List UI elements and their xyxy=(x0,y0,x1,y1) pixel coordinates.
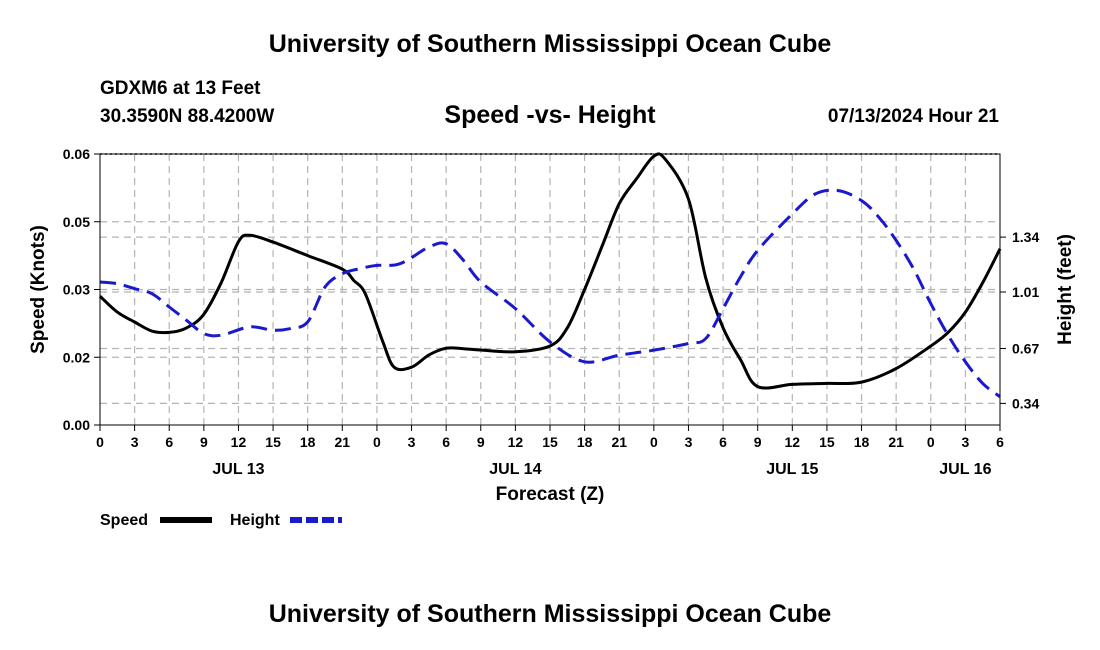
legend-speed-label: Speed xyxy=(100,512,148,529)
x-tick-label: 15 xyxy=(265,434,281,450)
forecast-datetime: 07/13/2024 Hour 21 xyxy=(827,106,999,127)
x-tick-label: 0 xyxy=(650,434,658,450)
x-date-label: JUL 14 xyxy=(489,461,541,478)
y2-tick-label: 0.34 xyxy=(1012,395,1039,411)
legend: Speed Height xyxy=(100,512,342,529)
y-tick-label: 0.05 xyxy=(63,214,90,230)
x-tick-label: 18 xyxy=(300,434,316,450)
chart-title: Speed -vs- Height xyxy=(444,101,656,129)
x-tick-label: 6 xyxy=(996,434,1004,450)
x-tick-label: 18 xyxy=(577,434,593,450)
x-date-label: JUL 13 xyxy=(212,461,264,478)
x-tick-label: 3 xyxy=(408,434,416,450)
y-tick-label: 0.00 xyxy=(63,417,90,433)
speed-series-line xyxy=(98,152,1002,390)
x-tick-label: 21 xyxy=(611,434,627,450)
x-tick-label: 21 xyxy=(888,434,904,450)
series-layer xyxy=(98,152,1002,398)
x-tick-label: 0 xyxy=(927,434,935,450)
x-tick-label: 12 xyxy=(508,434,524,450)
station-label: GDXM6 at 13 Feet xyxy=(100,78,261,99)
footer-title: University of Southern Mississippi Ocean… xyxy=(268,600,832,628)
x-tick-label: 15 xyxy=(819,434,835,450)
y2-tick-label: 1.01 xyxy=(1012,284,1039,300)
x-tick-label: 0 xyxy=(373,434,381,450)
x-tick-label: 6 xyxy=(165,434,173,450)
height-series-line xyxy=(99,188,1001,398)
x-tick-label: 6 xyxy=(442,434,450,450)
x-tick-label: 6 xyxy=(719,434,727,450)
y-tick-label: 0.02 xyxy=(63,349,90,365)
y-axis-title: Speed (Knots) xyxy=(28,225,49,354)
y-tick-label: 0.06 xyxy=(63,146,90,162)
main-title: University of Southern Mississippi Ocean… xyxy=(268,30,832,58)
x-tick-label: 12 xyxy=(785,434,801,450)
y-tick-label: 0.03 xyxy=(63,282,90,298)
x-tick-label: 0 xyxy=(96,434,104,450)
axes: 0 3 6 9 12 15 18 21 0 3 6 9 12 15 18 21 0 3 6 9 12 15 18 21 0 3 6J… xyxy=(63,146,1040,478)
x-tick-label: 3 xyxy=(131,434,139,450)
speed-height-chart: 0 3 6 9 12 15 18 21 0 3 6 9 12 15 18 21 0 3 6 9 12 15 18 21 0 3 6J… xyxy=(28,146,1076,529)
x-tick-label: 9 xyxy=(754,434,762,450)
x-tick-label: 18 xyxy=(854,434,870,450)
x-tick-label: 3 xyxy=(685,434,693,450)
x-tick-label: 21 xyxy=(335,434,351,450)
x-tick-label: 15 xyxy=(542,434,558,450)
x-date-label: JUL 15 xyxy=(766,461,818,478)
x-tick-label: 9 xyxy=(200,434,208,450)
legend-height-label: Height xyxy=(230,512,280,529)
y2-tick-label: 1.34 xyxy=(1012,229,1039,245)
x-date-label: JUL 16 xyxy=(939,461,991,478)
y2-axis-title: Height (feet) xyxy=(1055,234,1076,345)
grid xyxy=(100,154,1000,425)
x-tick-label: 12 xyxy=(231,434,247,450)
x-tick-label: 9 xyxy=(477,434,485,450)
x-axis-title: Forecast (Z) xyxy=(496,484,605,505)
y2-tick-label: 0.67 xyxy=(1012,341,1039,357)
station-coordinates: 30.3590N 88.4200W xyxy=(100,106,275,127)
x-tick-label: 3 xyxy=(961,434,969,450)
